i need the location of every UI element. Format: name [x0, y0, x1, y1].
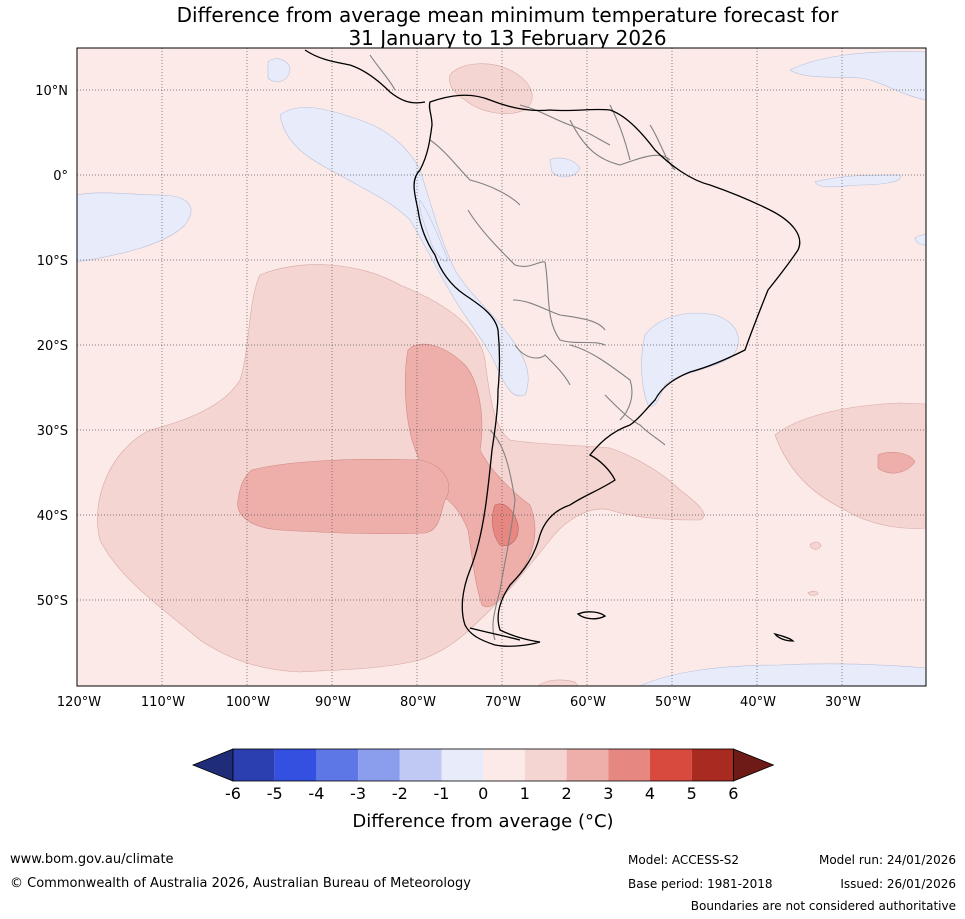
colorbar-swatch [608, 749, 650, 781]
colorbar-tick-label: -4 [308, 784, 324, 803]
anomaly-neg1-to-0 [77, 51, 926, 686]
south-atlantic-warm [774, 402, 926, 529]
country-borders [369, 54, 676, 641]
lon-label: 80°W [400, 695, 436, 710]
base-period: Base period: 1981-2018 [628, 877, 773, 891]
south-georgia [773, 632, 795, 642]
atlantic-cool-2 [814, 174, 901, 188]
map-area [77, 48, 926, 686]
colorbar-high-extension [733, 748, 775, 782]
lat-label: 10°N [35, 84, 68, 99]
colorbar-swatch [524, 749, 567, 781]
website-link[interactable]: www.bom.gov.au/climate [10, 852, 174, 867]
atlantic-warm-dot-2 [807, 590, 819, 596]
sw-atlantic-blob [914, 233, 926, 246]
colorbar-tick-label: 4 [645, 784, 655, 803]
lat-label: 40°S [37, 509, 68, 524]
title-line-1: Difference from average mean minimum tem… [176, 3, 839, 27]
issued-date: Issued: 26/01/2026 [840, 877, 956, 891]
atlantic-warm-core [877, 452, 916, 474]
lon-label: 120°W [57, 695, 101, 710]
coastline [304, 49, 801, 647]
lat-label: 50°S [37, 594, 68, 609]
colorbar-swatch [358, 749, 400, 781]
lon-label: 60°W [570, 695, 606, 710]
colorbar-tick-label: -6 [225, 784, 241, 803]
colorbar-swatch [316, 749, 359, 781]
colorbar-tick-labels: -6 -5 -4 -3 -2 -1 0 1 2 3 4 5 6 [225, 784, 738, 803]
lat-label: 0° [53, 169, 68, 184]
lon-label: 50°W [655, 695, 691, 710]
copyright: © Commonwealth of Australia 2026, Austra… [10, 876, 471, 891]
colorbar-swatch [483, 749, 525, 781]
central-america-coast [304, 49, 426, 104]
north-cool-blob [267, 58, 291, 83]
model-run: Model run: 24/01/2026 [818, 853, 956, 867]
longitude-labels: 120°W 110°W 100°W 90°W 80°W 70°W 60°W 50… [57, 695, 861, 710]
atlantic-cool [789, 51, 926, 101]
title-line-2: 31 January to 13 February 2026 [348, 26, 667, 50]
disclaimer: Boundaries are not considered authoritat… [690, 899, 956, 913]
colorbar-swatch [274, 749, 317, 781]
colorbar-tick-label: 3 [603, 784, 613, 803]
colorbar-tick-label: -2 [392, 784, 408, 803]
colorbar-tick-label: 1 [520, 784, 530, 803]
colorbar [191, 748, 775, 782]
lat-label: 10°S [37, 254, 68, 269]
colorbar-tick-label: -1 [434, 784, 450, 803]
atlantic-warm-dot [809, 541, 822, 550]
lon-label: 40°W [740, 695, 776, 710]
colorbar-swatch [233, 749, 275, 781]
colorbar-tick-label: -5 [267, 784, 283, 803]
pacific-cool-tongue [279, 107, 529, 397]
south-atlantic-cool [639, 663, 926, 686]
brazil-cool [641, 312, 739, 407]
map-title: Difference from average mean minimum tem… [0, 4, 965, 50]
lat-label: 20°S [37, 339, 68, 354]
colorbar-tick-label: -3 [350, 784, 366, 803]
colorbar-axis-label: Difference from average (°C) [352, 811, 613, 832]
colorbar-tick-label: 0 [478, 784, 488, 803]
south-america-coast [413, 94, 801, 647]
model-name: Model: ACCESS-S2 [628, 853, 740, 867]
gridlines [77, 48, 926, 686]
colorbar-swatch [399, 749, 442, 781]
colorbar-swatch [566, 749, 609, 781]
lat-label: 30°S [37, 424, 68, 439]
andes-cool [419, 199, 449, 262]
patagonia-warm-core [491, 503, 519, 546]
colorbar-tick-label: 6 [728, 784, 738, 803]
colorbar-tick-label: 5 [687, 784, 697, 803]
lon-label: 70°W [485, 695, 521, 710]
lon-label: 110°W [141, 695, 185, 710]
colorbar-frame [232, 748, 734, 782]
map-frame [76, 47, 927, 687]
colorbar-swatch [691, 749, 734, 781]
tierra-del-fuego [469, 627, 521, 641]
lon-label: 90°W [315, 695, 351, 710]
anomaly-3-to-4 [491, 503, 519, 546]
colorbar-swatch [441, 749, 484, 781]
latitude-labels: 10°N 0° 10°S 20°S 30°S 40°S 50°S [35, 84, 68, 609]
falklands [576, 611, 607, 620]
colorbar-tick-label: 2 [562, 784, 572, 803]
lon-label: 100°W [226, 695, 270, 710]
lon-label: 30°W [825, 695, 861, 710]
colorbar-swatch [650, 749, 692, 781]
colorbar-low-extension [191, 748, 234, 782]
